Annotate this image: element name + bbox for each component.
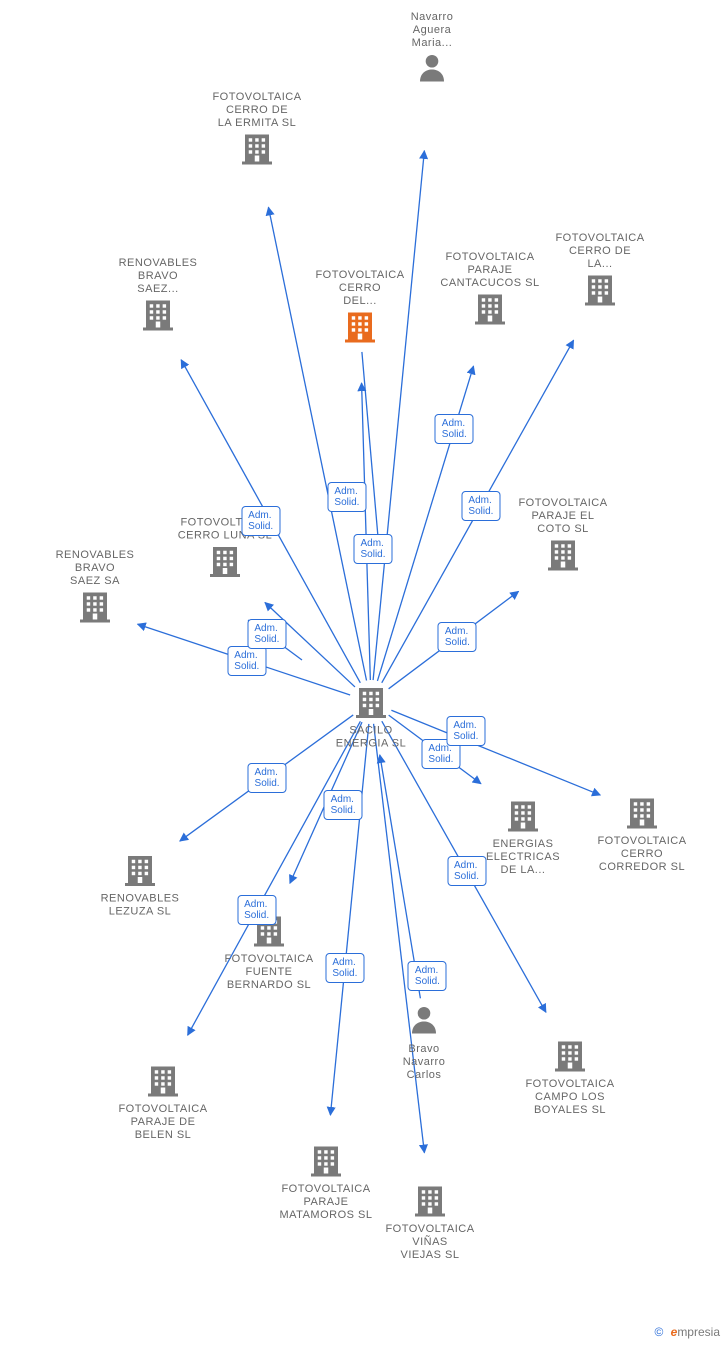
edge-label: Adm.Solid. xyxy=(408,961,447,991)
edge-label: Adm.Solid. xyxy=(461,491,500,521)
network-graph xyxy=(0,0,728,1345)
edge-label: Adm.Solid. xyxy=(435,414,474,444)
footer-credit: © empresia xyxy=(654,1325,720,1339)
edge-label: Adm.Solid. xyxy=(227,646,266,676)
edge-label: Adm.Solid. xyxy=(353,534,392,564)
edge-line xyxy=(373,151,424,680)
edge-line xyxy=(330,724,368,1115)
edge-label: Adm.Solid. xyxy=(247,619,286,649)
edge-label: Adm.Solid. xyxy=(324,790,363,820)
edge-label: Adm.Solid. xyxy=(241,506,280,536)
edge-label: Adm.Solid. xyxy=(248,763,287,793)
edge-label: Adm.Solid. xyxy=(438,622,477,652)
brand-rest: mpresia xyxy=(677,1325,720,1339)
edge-label: Adm.Solid. xyxy=(446,716,485,746)
edge-line xyxy=(268,207,366,680)
edge-label: Adm.Solid. xyxy=(327,482,366,512)
edge-label: Adm.Solid. xyxy=(237,895,276,925)
edge-line xyxy=(374,724,425,1153)
copyright-symbol: © xyxy=(654,1325,663,1339)
edge-label: Adm.Solid. xyxy=(325,953,364,983)
edge-label: Adm.Solid. xyxy=(447,856,486,886)
edge-line xyxy=(362,352,380,560)
